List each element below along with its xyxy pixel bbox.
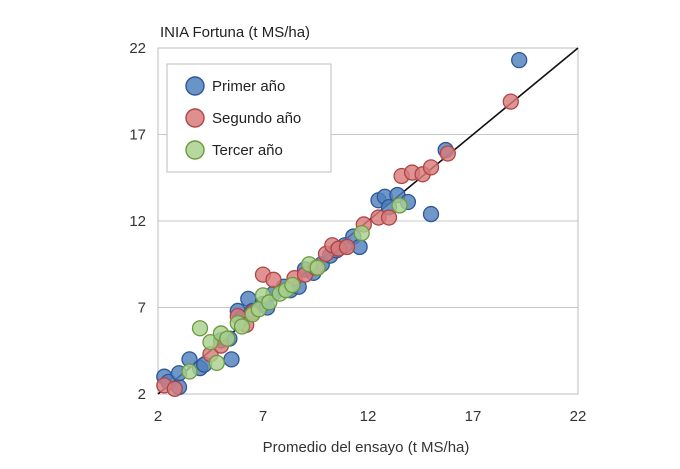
data-point <box>422 205 440 223</box>
chart-title: INIA Fortuna (t MS/ha) <box>160 24 310 41</box>
data-point <box>181 363 198 380</box>
data-point <box>422 159 440 176</box>
y-tick-label: 12 <box>129 213 146 230</box>
data-point <box>380 209 398 226</box>
data-point <box>191 320 209 337</box>
data-point <box>166 380 183 397</box>
data-point <box>511 51 528 69</box>
legend-marker <box>185 108 205 128</box>
x-tick-label: 12 <box>360 408 377 425</box>
data-point <box>439 145 456 162</box>
data-point <box>391 197 408 214</box>
data-point <box>261 294 278 311</box>
legend-label: Segundo año <box>212 110 301 127</box>
data-point <box>233 318 251 335</box>
x-tick-label: 7 <box>259 408 267 425</box>
x-tick-label: 22 <box>570 408 587 425</box>
legend-label: Tercer año <box>212 142 283 159</box>
series-3 <box>181 197 408 380</box>
data-points <box>156 51 528 397</box>
data-point <box>223 351 240 368</box>
data-point <box>338 238 356 256</box>
data-point <box>502 93 519 110</box>
x-tick-label: 17 <box>465 408 482 425</box>
data-point <box>284 276 301 294</box>
data-point <box>353 224 370 242</box>
y-tick-label: 7 <box>138 300 146 317</box>
legend-marker <box>185 140 205 160</box>
legend-label: Primer año <box>212 78 285 95</box>
legend: Primer año Segundo año Tercer año <box>166 63 332 173</box>
x-axis-label: Promedio del ensayo (t MS/ha) <box>263 439 470 456</box>
data-point <box>309 259 326 276</box>
x-tick-label: 2 <box>154 408 162 425</box>
y-tick-label: 17 <box>129 127 146 144</box>
data-point <box>265 271 282 288</box>
data-point <box>208 354 225 372</box>
legend-marker <box>185 76 205 96</box>
plot-area-border <box>157 47 579 395</box>
y-tick-label: 2 <box>138 386 146 403</box>
data-point <box>219 330 236 347</box>
data-point <box>202 333 219 351</box>
y-tick-label: 22 <box>129 40 146 57</box>
